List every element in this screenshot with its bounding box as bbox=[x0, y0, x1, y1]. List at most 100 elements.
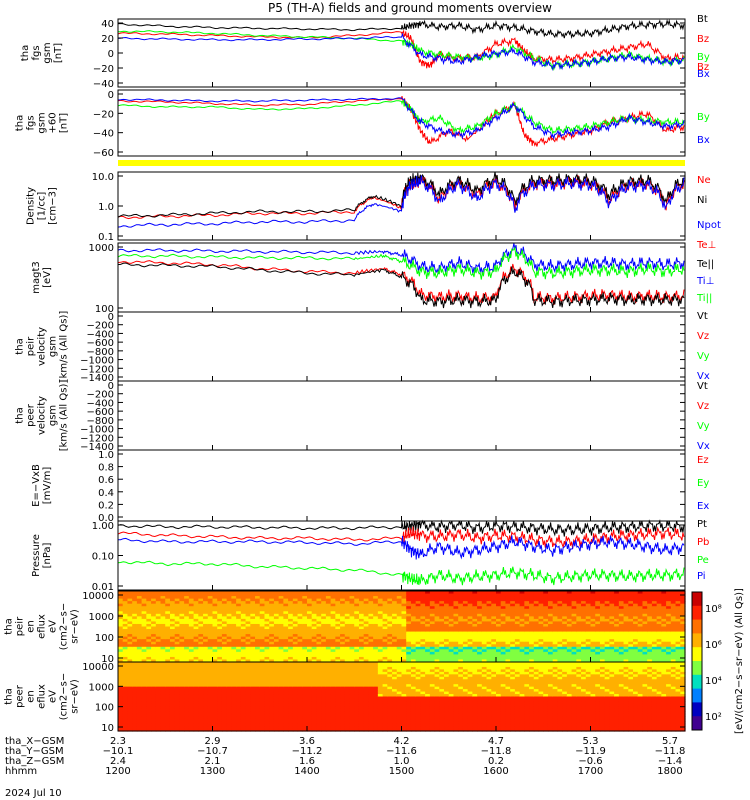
heatmap-cell bbox=[514, 639, 521, 643]
heatmap-cell bbox=[288, 641, 294, 645]
heatmap-cell bbox=[425, 603, 431, 607]
heatmap-cell bbox=[155, 639, 162, 643]
heatmap-cell bbox=[297, 596, 303, 600]
heatmap-cell bbox=[514, 598, 521, 602]
heatmap-cell bbox=[184, 689, 190, 693]
heatmap-cell bbox=[406, 646, 412, 650]
heatmap-cell bbox=[240, 649, 247, 653]
heatmap-cell bbox=[207, 669, 214, 673]
heatmap-cell bbox=[330, 631, 336, 635]
heatmap-cell bbox=[340, 641, 346, 645]
heatmap-cell bbox=[415, 606, 421, 610]
heatmap-cell bbox=[571, 626, 577, 630]
heatmap-cell bbox=[614, 646, 620, 650]
heatmap-cell bbox=[321, 618, 327, 623]
heatmap-cell bbox=[151, 726, 157, 730]
heatmap-cell bbox=[292, 726, 299, 730]
heatmap-cell bbox=[429, 654, 436, 658]
heatmap-cell bbox=[633, 606, 639, 610]
heatmap-cell bbox=[245, 684, 251, 688]
heatmap-cell bbox=[264, 716, 270, 720]
heatmap-cell bbox=[283, 654, 289, 658]
heatmap-cell bbox=[231, 644, 237, 648]
heatmap-cell bbox=[292, 713, 299, 717]
heatmap-cell bbox=[429, 591, 436, 595]
series-line-green bbox=[117, 560, 685, 586]
heatmap-cell bbox=[543, 634, 549, 638]
heatmap-cell bbox=[496, 621, 502, 625]
heatmap-cell bbox=[226, 664, 232, 668]
heatmap-cell bbox=[491, 626, 497, 630]
heatmap-cell bbox=[533, 626, 540, 630]
heatmap-cell bbox=[344, 626, 351, 630]
heatmap-cell bbox=[221, 646, 228, 650]
heatmap-cell bbox=[302, 679, 308, 683]
heatmap-cell bbox=[340, 659, 346, 663]
heatmap-cell bbox=[481, 603, 488, 607]
heatmap-cell bbox=[174, 728, 181, 732]
heatmap-cell bbox=[316, 613, 322, 617]
heatmap-cell bbox=[292, 716, 299, 720]
heatmap-cell bbox=[226, 621, 232, 625]
heatmap-cell bbox=[651, 641, 658, 645]
y-tick-label: 1000 bbox=[89, 612, 114, 623]
heatmap-cell bbox=[207, 723, 214, 727]
heatmap-cell bbox=[179, 659, 185, 663]
heatmap-cell bbox=[325, 681, 332, 685]
heatmap-cell bbox=[122, 676, 129, 680]
heatmap-cell bbox=[240, 593, 247, 597]
heatmap-cell bbox=[373, 623, 379, 628]
heatmap-cell bbox=[382, 621, 388, 625]
heatmap-cell bbox=[226, 611, 232, 615]
heatmap-cell bbox=[311, 649, 318, 653]
heatmap-cell bbox=[325, 656, 332, 661]
heatmap-cell bbox=[264, 593, 270, 597]
heatmap-cell bbox=[410, 621, 417, 625]
heatmap-cell bbox=[212, 613, 218, 617]
heatmap-cell bbox=[642, 644, 648, 648]
heatmap-cell bbox=[533, 631, 540, 635]
heatmap-cell bbox=[259, 728, 266, 732]
heatmap-cell bbox=[203, 644, 209, 648]
heatmap-cell bbox=[141, 636, 147, 640]
heatmap-cell bbox=[132, 684, 138, 688]
heatmap-cell bbox=[127, 601, 133, 605]
heatmap-cell bbox=[599, 608, 606, 612]
heatmap-cell bbox=[193, 644, 199, 648]
heatmap-cell bbox=[354, 613, 360, 617]
heatmap-cell bbox=[552, 656, 559, 661]
heatmap-cell bbox=[680, 623, 686, 628]
heatmap-cell bbox=[155, 679, 162, 683]
heatmap-cell bbox=[604, 641, 610, 645]
heatmap-cell bbox=[255, 634, 261, 638]
heatmap-cell bbox=[226, 713, 232, 717]
heatmap-cell bbox=[184, 616, 190, 620]
heatmap-cell bbox=[269, 674, 275, 678]
heatmap-cell bbox=[321, 718, 327, 722]
heatmap-cell bbox=[585, 626, 592, 630]
heatmap-cell bbox=[151, 606, 157, 610]
heatmap-cell bbox=[363, 631, 370, 635]
heatmap-cell bbox=[273, 646, 280, 650]
heatmap-cell bbox=[155, 634, 162, 638]
heatmap-cell bbox=[330, 596, 336, 600]
heatmap-cell bbox=[633, 601, 639, 605]
heatmap-cell bbox=[387, 598, 393, 602]
heatmap-cell bbox=[278, 664, 284, 668]
heatmap-cell bbox=[231, 649, 237, 653]
heatmap-cell bbox=[354, 603, 360, 607]
heatmap-cell bbox=[179, 696, 185, 700]
heatmap-cell bbox=[165, 681, 171, 685]
heatmap-cell bbox=[307, 708, 313, 712]
heatmap-cell bbox=[151, 608, 157, 612]
heatmap-cell bbox=[651, 611, 658, 615]
heatmap-cell bbox=[311, 674, 318, 678]
heatmap-cell bbox=[245, 616, 251, 620]
heatmap-cell bbox=[529, 613, 535, 617]
heatmap-cell bbox=[514, 659, 521, 663]
heatmap-cell bbox=[335, 679, 341, 683]
heatmap-cell bbox=[633, 631, 639, 635]
heatmap-cell bbox=[311, 708, 318, 712]
heatmap-cell bbox=[240, 691, 247, 695]
heatmap-cell bbox=[321, 674, 327, 678]
